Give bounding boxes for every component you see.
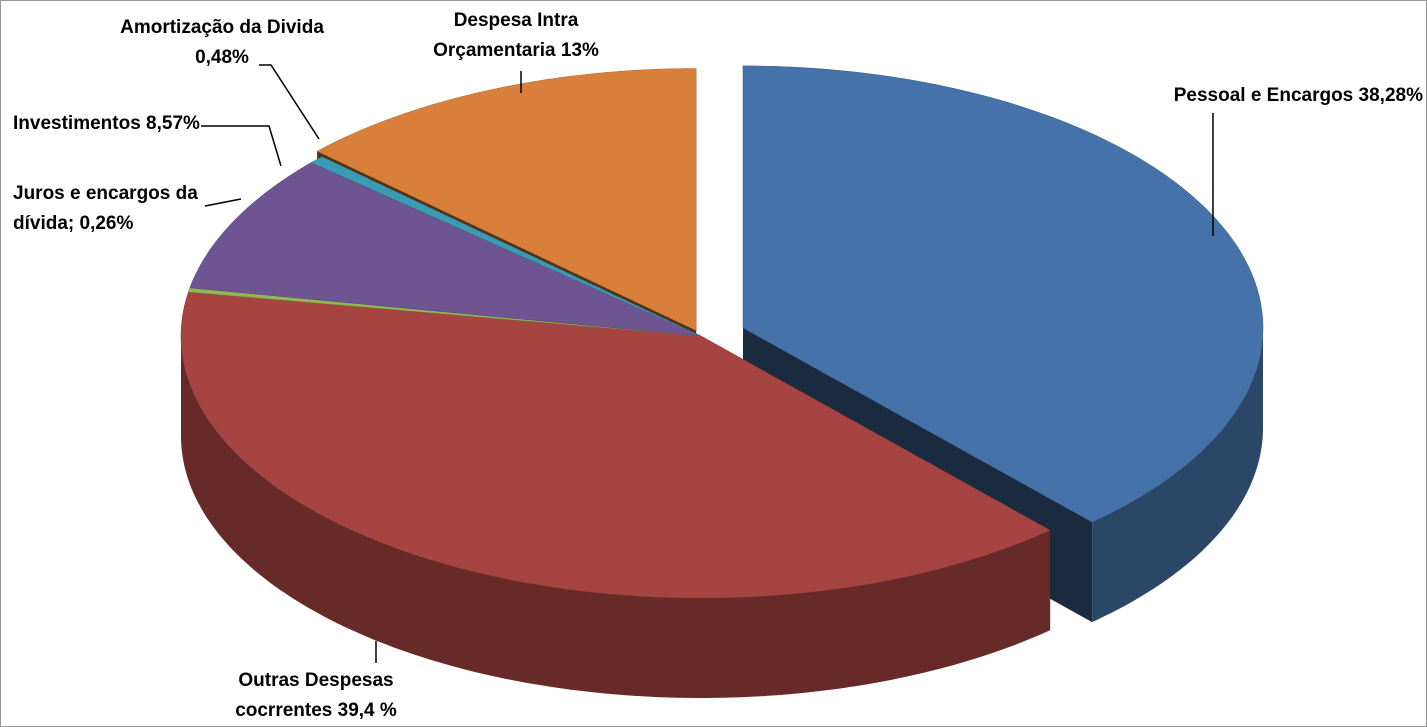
leader-line — [259, 64, 320, 140]
slice-label: Outras Despesas cocrrentes 39,4 % — [206, 666, 426, 726]
value-label: 0,48% — [195, 47, 249, 68]
slice-label: Pessoal e Encargos 38,28% — [1061, 81, 1423, 111]
slice-label: Investimentos 8,57% — [13, 109, 253, 139]
value-label: 38,28% — [1358, 85, 1423, 106]
slice-label: Amortização da Divida 0,48% — [91, 13, 353, 73]
value-label: 13% — [560, 40, 599, 61]
value-label: 8,57% — [146, 113, 200, 134]
value-label: 0,26% — [79, 213, 134, 234]
category-label: Juros e encargos da dívida; — [13, 183, 198, 234]
slice — [189, 162, 702, 337]
slice — [310, 156, 702, 337]
slice — [316, 68, 697, 331]
slice-label: Despesa Intra Orçamentaria 13% — [391, 6, 641, 66]
category-label: Despesa Intra Orçamentaria — [433, 10, 579, 61]
slice-label: Juros e encargos da dívida; 0,26% — [13, 179, 213, 239]
slice-side — [1092, 327, 1263, 623]
category-label: Outras Despesas cocrrentes — [235, 670, 394, 721]
leader-line — [204, 198, 242, 207]
value-label: 39,4 % — [337, 700, 397, 721]
slice — [180, 291, 1051, 599]
slice-side — [181, 336, 1051, 698]
category-label: Pessoal e Encargos — [1173, 85, 1354, 106]
category-label: Amortização da Divida — [120, 17, 324, 38]
slice — [742, 65, 1264, 523]
leader-line — [201, 125, 282, 167]
category-label: Investimentos — [13, 113, 141, 134]
tops — [180, 65, 1264, 599]
sides — [181, 327, 1263, 698]
